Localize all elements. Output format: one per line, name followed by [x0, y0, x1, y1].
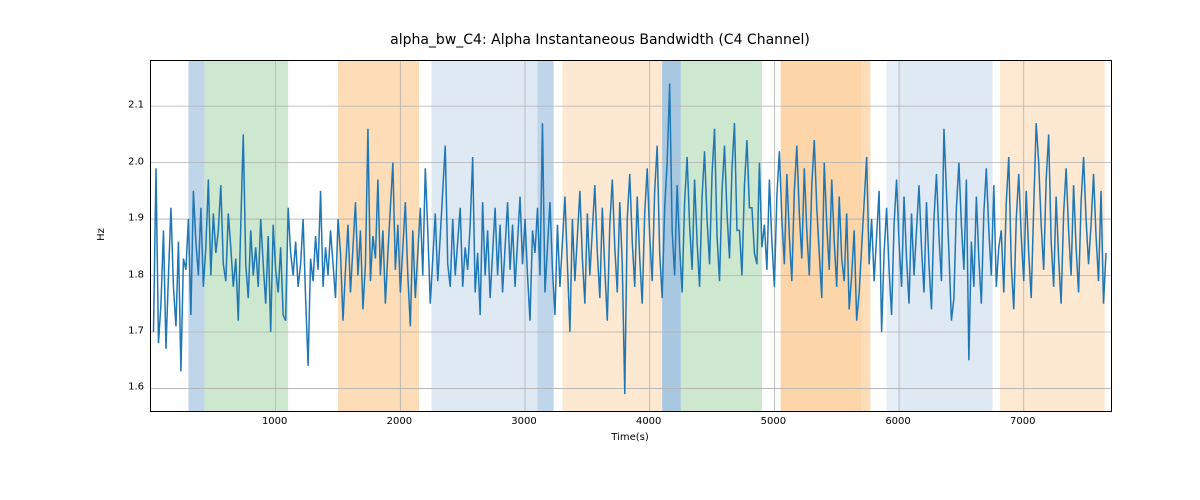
y-tick-label: 1.8: [118, 269, 144, 280]
x-tick-label: 2000: [387, 416, 412, 427]
line-series: [151, 61, 1111, 411]
x-tick-label: 4000: [636, 416, 661, 427]
y-tick-label: 2.0: [118, 156, 144, 167]
figure: alpha_bw_C4: Alpha Instantaneous Bandwid…: [0, 0, 1200, 500]
plot-area: [150, 60, 1112, 412]
y-tick-label: 1.6: [118, 382, 144, 393]
x-tick-label: 6000: [885, 416, 910, 427]
x-axis-label: Time(s): [150, 432, 1110, 443]
chart-title: alpha_bw_C4: Alpha Instantaneous Bandwid…: [0, 32, 1200, 48]
y-axis-label: Hz: [96, 228, 107, 241]
x-tick-label: 7000: [1010, 416, 1035, 427]
y-tick-label: 2.1: [118, 100, 144, 111]
y-tick-label: 1.7: [118, 325, 144, 336]
x-tick-label: 3000: [511, 416, 536, 427]
x-tick-label: 5000: [761, 416, 786, 427]
y-tick-label: 1.9: [118, 213, 144, 224]
x-tick-label: 1000: [262, 416, 287, 427]
